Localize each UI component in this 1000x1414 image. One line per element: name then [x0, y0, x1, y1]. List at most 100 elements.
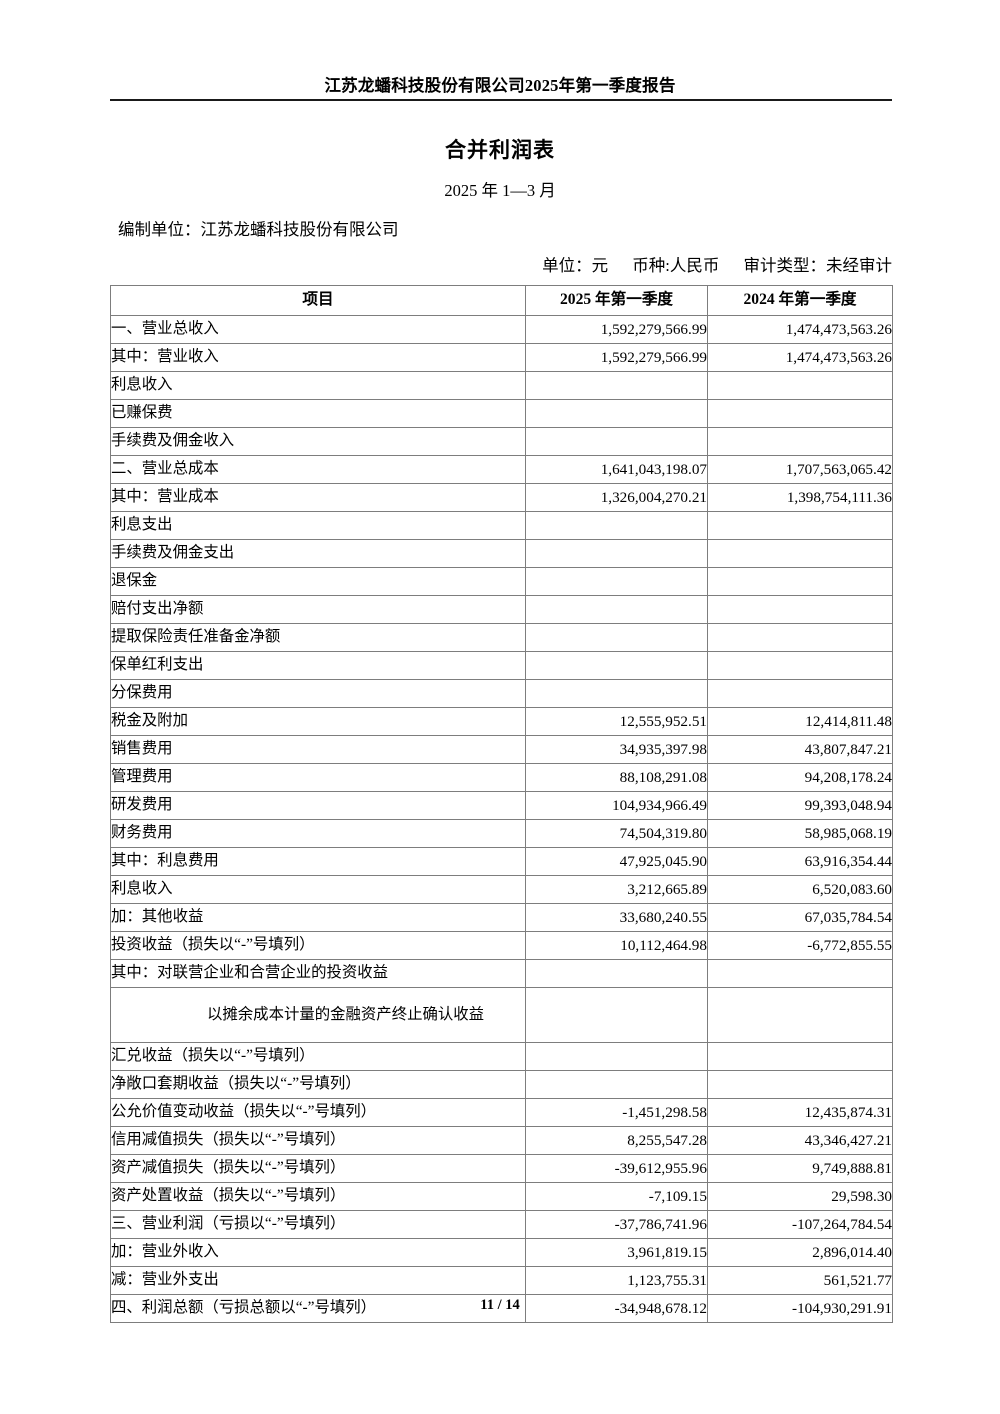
row-value-current: 47,925,045.90 — [525, 847, 708, 876]
row-value-previous: 12,435,874.31 — [707, 1098, 893, 1127]
row-value-previous: 6,520,083.60 — [707, 875, 893, 904]
row-value-current: 33,680,240.55 — [525, 903, 708, 932]
row-value-previous: 9,749,888.81 — [707, 1154, 893, 1183]
table-row: 三、营业利润（亏损以“-”号填列） -37,786,741.96 -107,264,… — [110, 1210, 893, 1239]
row-label: 以摊余成本计量的金融资产终止确认收益 — [110, 987, 526, 1043]
row-label: 资产处置收益（损失以“-”号填列） — [110, 1182, 526, 1211]
row-value-current: 104,934,966.49 — [525, 791, 708, 820]
row-label: 资产减值损失（损失以“-”号填列） — [110, 1154, 526, 1183]
table-row: 利息支出 — [110, 511, 893, 540]
table-row: 一、营业总收入 1,592,279,566.99 1,474,473,563.26 — [110, 315, 893, 344]
table-row: 净敞口套期收益（损失以“-”号填列） — [110, 1070, 893, 1099]
row-value-current: 1,123,755.31 — [525, 1266, 708, 1295]
running-header: 江苏龙蟠科技股份有限公司2025年第一季度报告 — [324, 76, 676, 95]
row-value-previous: 94,208,178.24 — [707, 763, 893, 792]
table-row: 财务费用 74,504,319.80 58,985,068.19 — [110, 819, 893, 848]
table-row: 加：其他收益 33,680,240.55 67,035,784.54 — [110, 903, 893, 932]
row-label: 手续费及佣金支出 — [110, 539, 526, 568]
table-row: 公允价值变动收益（损失以“-”号填列） -1,451,298.58 12,435,8… — [110, 1098, 893, 1127]
row-value-previous — [707, 1042, 893, 1071]
table-row: 加：营业外收入 3,961,819.15 2,896,014.40 — [110, 1238, 893, 1267]
row-value-current — [525, 427, 708, 456]
row-label: 已赚保费 — [110, 399, 526, 428]
row-value-previous — [707, 595, 893, 624]
row-value-current: 10,112,464.98 — [525, 931, 708, 960]
row-value-current: 3,961,819.15 — [525, 1238, 708, 1267]
row-label: 其中：营业收入 — [110, 343, 526, 372]
row-label: 二、营业总成本 — [110, 455, 526, 484]
row-value-current — [525, 651, 708, 680]
row-value-current: -39,612,955.96 — [525, 1154, 708, 1183]
row-label: 利息支出 — [110, 511, 526, 540]
preparer-line: 编制单位：江苏龙蟠科技股份有限公司 — [118, 220, 399, 239]
column-header-current-period: 2025 年第一季度 — [525, 285, 708, 316]
table-row: 其中：对联营企业和合营企业的投资收益 — [110, 959, 893, 988]
row-value-current: -37,786,741.96 — [525, 1210, 708, 1239]
audit-type-label: 审计类型：未经审计 — [743, 256, 893, 275]
row-value-current — [525, 511, 708, 540]
row-label: 退保金 — [110, 567, 526, 596]
income-statement-table: 项目 2025 年第一季度 2024 年第一季度 一、营业总收入 1,592,27… — [110, 285, 893, 1323]
table-header-row: 项目 2025 年第一季度 2024 年第一季度 — [110, 285, 893, 316]
table-row: 销售费用 34,935,397.98 43,807,847.21 — [110, 735, 893, 764]
row-value-current: 88,108,291.08 — [525, 763, 708, 792]
table-row: 资产处置收益（损失以“-”号填列） -7,109.15 29,598.30 — [110, 1182, 893, 1211]
table-row: 保单红利支出 — [110, 651, 893, 680]
table-row: 分保费用 — [110, 679, 893, 708]
row-value-previous — [707, 651, 893, 680]
row-value-previous: 1,707,563,065.42 — [707, 455, 893, 484]
page-title: 合并利润表 — [445, 138, 555, 162]
row-label: 加：营业外收入 — [110, 1238, 526, 1267]
row-label: 减：营业外支出 — [110, 1266, 526, 1295]
table-row: 利息收入 3,212,665.89 6,520,083.60 — [110, 875, 893, 904]
row-value-previous: 43,346,427.21 — [707, 1126, 893, 1155]
row-value-current — [525, 1042, 708, 1071]
table-row: 四、利润总额（亏损总额以“-”号填列） -34,948,678.12 -104,93… — [110, 1294, 893, 1323]
table-row: 利息收入 — [110, 371, 893, 400]
row-label: 管理费用 — [110, 763, 526, 792]
row-label: 三、营业利润（亏损以“-”号填列） — [110, 1210, 526, 1239]
row-value-current: -34,948,678.12 — [525, 1294, 708, 1323]
table-row: 以摊余成本计量的金融资产终止确认收益 — [110, 987, 893, 1043]
row-label: 信用减值损失（损失以“-”号填列） — [110, 1126, 526, 1155]
row-value-previous: 1,474,473,563.26 — [707, 315, 893, 344]
row-label: 赔付支出净额 — [110, 595, 526, 624]
row-value-current — [525, 567, 708, 596]
row-value-previous: 12,414,811.48 — [707, 707, 893, 736]
row-value-current: -7,109.15 — [525, 1182, 708, 1211]
report-period: 2025 年 1—3 月 — [444, 181, 556, 200]
row-value-current: 1,326,004,270.21 — [525, 483, 708, 512]
currency-label: 币种:人民币 — [632, 256, 720, 275]
row-value-previous — [707, 539, 893, 568]
table-row: 其中：营业收入 1,592,279,566.99 1,474,473,563.26 — [110, 343, 893, 372]
row-value-current — [525, 539, 708, 568]
row-label: 税金及附加 — [110, 707, 526, 736]
row-label: 手续费及佣金收入 — [110, 427, 526, 456]
row-value-previous: 67,035,784.54 — [707, 903, 893, 932]
row-value-previous — [707, 511, 893, 540]
row-value-previous — [707, 567, 893, 596]
row-label: 利息收入 — [110, 875, 526, 904]
table-row: 汇兑收益（损失以“-”号填列） — [110, 1042, 893, 1071]
row-label: 其中：营业成本 — [110, 483, 526, 512]
row-value-current — [525, 399, 708, 428]
unit-currency-audit-line: 单位：元 币种:人民币 审计类型：未经审计 — [542, 252, 892, 276]
row-label: 研发费用 — [110, 791, 526, 820]
table-row: 已赚保费 — [110, 399, 893, 428]
row-label: 投资收益（损失以“-”号填列） — [110, 931, 526, 960]
row-value-current — [525, 987, 708, 1043]
row-value-current: 74,504,319.80 — [525, 819, 708, 848]
row-value-previous — [707, 987, 893, 1043]
column-header-previous-period: 2024 年第一季度 — [707, 285, 893, 316]
header-divider — [110, 99, 892, 101]
row-value-current: 8,255,547.28 — [525, 1126, 708, 1155]
row-value-previous: 58,985,068.19 — [707, 819, 893, 848]
table-row: 手续费及佣金收入 — [110, 427, 893, 456]
row-value-current — [525, 959, 708, 988]
table-row: 其中：营业成本 1,326,004,270.21 1,398,754,111.36 — [110, 483, 893, 512]
row-label: 利息收入 — [110, 371, 526, 400]
row-label: 四、利润总额（亏损总额以“-”号填列） — [110, 1294, 526, 1323]
table-row: 退保金 — [110, 567, 893, 596]
row-value-previous: 1,474,473,563.26 — [707, 343, 893, 372]
row-label: 加：其他收益 — [110, 903, 526, 932]
